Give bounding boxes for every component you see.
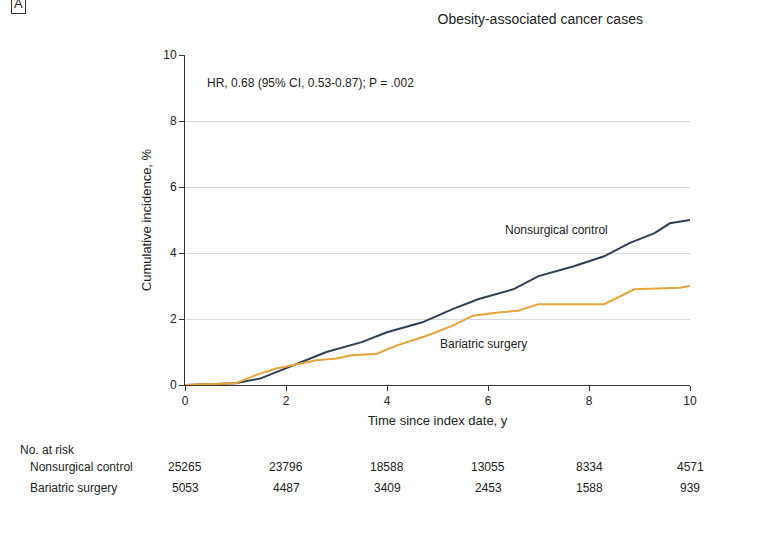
svg-text:No. at risk: No. at risk <box>20 443 75 457</box>
svg-text:2453: 2453 <box>475 481 502 495</box>
svg-text:939: 939 <box>680 481 700 495</box>
svg-text:10: 10 <box>163 48 177 62</box>
svg-text:8: 8 <box>170 114 177 128</box>
svg-text:Bariatric surgery: Bariatric surgery <box>440 337 527 351</box>
svg-text:4487: 4487 <box>273 481 300 495</box>
svg-text:A: A <box>14 0 23 11</box>
svg-text:8334: 8334 <box>576 460 603 474</box>
svg-text:2: 2 <box>283 394 290 408</box>
svg-text:10: 10 <box>683 394 697 408</box>
svg-text:2: 2 <box>170 312 177 326</box>
svg-text:Nonsurgical control: Nonsurgical control <box>30 460 133 474</box>
svg-text:Time since index date, y: Time since index date, y <box>368 413 508 428</box>
svg-text:Nonsurgical control: Nonsurgical control <box>505 223 608 237</box>
svg-text:18588: 18588 <box>370 460 404 474</box>
svg-text:4: 4 <box>170 246 177 260</box>
svg-text:25265: 25265 <box>168 460 202 474</box>
svg-text:6: 6 <box>485 394 492 408</box>
svg-text:23796: 23796 <box>269 460 303 474</box>
svg-text:6: 6 <box>170 180 177 194</box>
svg-text:0: 0 <box>182 394 189 408</box>
svg-text:4571: 4571 <box>677 460 704 474</box>
svg-text:4: 4 <box>384 394 391 408</box>
svg-text:Obesity-associated cancer case: Obesity-associated cancer cases <box>438 11 643 27</box>
svg-text:Cumulative incidence, %: Cumulative incidence, % <box>139 148 154 291</box>
svg-text:13055: 13055 <box>471 460 505 474</box>
svg-text:Bariatric surgery: Bariatric surgery <box>30 481 117 495</box>
svg-text:0: 0 <box>170 378 177 392</box>
svg-text:5053: 5053 <box>172 481 199 495</box>
svg-text:3409: 3409 <box>374 481 401 495</box>
svg-text:1588: 1588 <box>576 481 603 495</box>
svg-text:8: 8 <box>586 394 593 408</box>
svg-text:HR, 0.68 (95% CI, 0.53-0.87);: HR, 0.68 (95% CI, 0.53-0.87); P = .002 <box>207 76 414 90</box>
